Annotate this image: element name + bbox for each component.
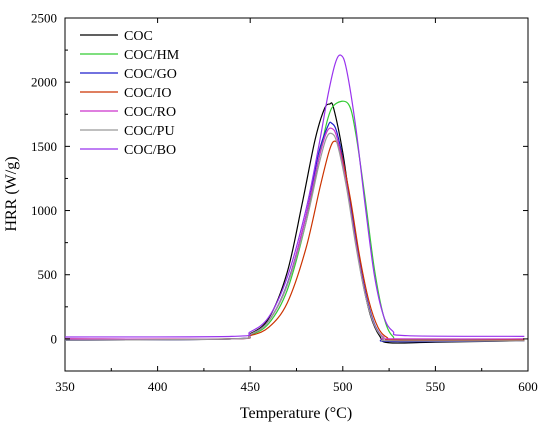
legend-label: COC xyxy=(124,29,153,44)
series-line-coc-bo xyxy=(64,54,525,338)
x-tick-label: 400 xyxy=(148,379,168,394)
legend-label: COC/IO xyxy=(124,86,171,101)
x-tick-label: 450 xyxy=(240,379,260,394)
y-tick-label: 0 xyxy=(51,331,58,346)
legend: COC COC/HM COC/GO COC/IO COC/RO COC/PU COC/BO xyxy=(80,29,180,158)
series-line-coc-pu xyxy=(64,132,525,342)
legend-label: COC/GO xyxy=(124,67,177,82)
x-tick-label: 600 xyxy=(518,379,538,394)
x-axis-title: Temperature (°C) xyxy=(240,405,352,422)
series-line-coc xyxy=(64,102,525,344)
series-line-coc-hm xyxy=(64,100,525,341)
y-axis-title: HRR (W/g) xyxy=(3,156,20,231)
series-line-coc-ro xyxy=(64,127,525,340)
x-tick-label: 500 xyxy=(333,379,353,394)
legend-label: COC/RO xyxy=(124,105,176,120)
y-tick-label: 1000 xyxy=(31,203,57,218)
curves-group xyxy=(64,54,525,344)
y-tick-label: 2000 xyxy=(31,75,57,90)
x-tick-label: 350 xyxy=(55,379,75,394)
x-tick-label: 550 xyxy=(426,379,446,394)
y-tick-label: 2500 xyxy=(31,11,57,26)
legend-label: COC/BO xyxy=(124,143,176,158)
legend-label: COC/HM xyxy=(124,48,180,63)
series-line-coc-io xyxy=(64,140,525,341)
y-tick-label: 500 xyxy=(38,267,58,282)
legend-label: COC/PU xyxy=(124,124,175,139)
ticks-group: 350 400 450 500 550 600 0 500 1000 1500 2000 2500 xyxy=(31,11,538,395)
y-tick-label: 1500 xyxy=(31,139,57,154)
